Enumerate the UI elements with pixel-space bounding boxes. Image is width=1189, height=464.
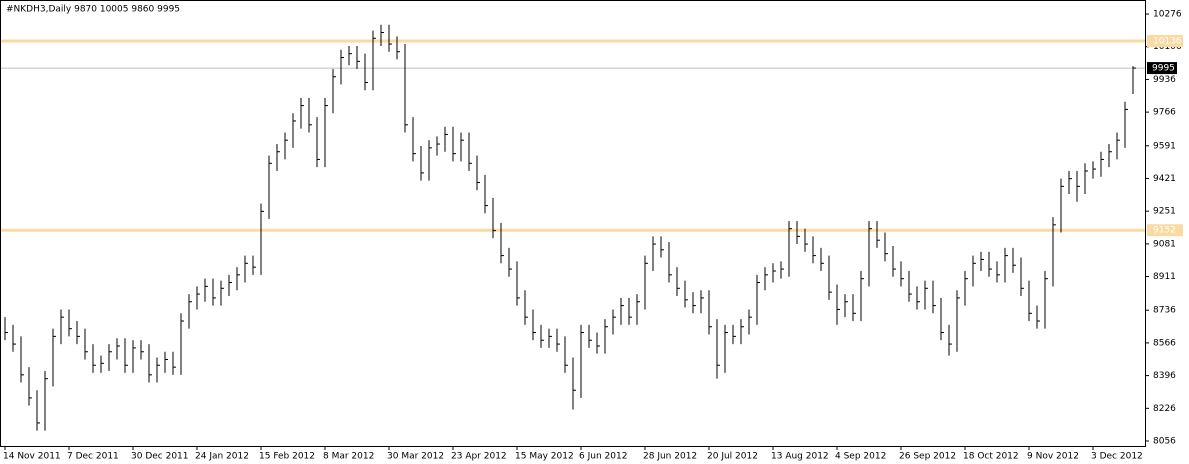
y-tick-label: 9936 bbox=[1153, 75, 1176, 85]
y-tick-label: 10276 bbox=[1153, 10, 1182, 20]
x-tick-label: 7 Dec 2011 bbox=[67, 452, 119, 462]
y-tick-label: 9766 bbox=[1153, 108, 1176, 118]
current-price-label: 9995 bbox=[1152, 64, 1175, 74]
x-tick-label: 30 Mar 2012 bbox=[387, 452, 444, 462]
x-tick-label: 8 Mar 2012 bbox=[323, 452, 374, 462]
plot-frame bbox=[0, 0, 1146, 447]
x-tick-label: 15 May 2012 bbox=[515, 452, 574, 462]
x-tick-label: 14 Nov 2011 bbox=[3, 452, 61, 462]
chart-title: #NKDH3,Daily 9870 10005 9860 9995 bbox=[6, 5, 180, 15]
x-tick-label: 9 Nov 2012 bbox=[1027, 452, 1079, 462]
current-price-box bbox=[1147, 62, 1177, 75]
x-tick-label: 26 Sep 2012 bbox=[899, 452, 956, 462]
y-tick-label: 8226 bbox=[1153, 404, 1176, 414]
y-tick-label: 8736 bbox=[1153, 306, 1176, 316]
x-tick-label: 24 Jan 2012 bbox=[195, 452, 249, 462]
y-tick-label: 8566 bbox=[1153, 338, 1176, 348]
x-tick-label: 4 Sep 2012 bbox=[835, 452, 886, 462]
x-tick-label: 3 Dec 2012 bbox=[1091, 452, 1143, 462]
level-label-box bbox=[1147, 34, 1183, 47]
x-tick-label: 13 Aug 2012 bbox=[771, 452, 829, 462]
x-tick-label: 15 Feb 2012 bbox=[259, 452, 315, 462]
y-tick-label: 9591 bbox=[1153, 141, 1176, 151]
y-tick-label: 8396 bbox=[1153, 371, 1176, 381]
x-tick-label: 30 Dec 2011 bbox=[131, 452, 189, 462]
y-tick-label: 9421 bbox=[1153, 174, 1176, 184]
x-tick-label: 28 Jun 2012 bbox=[643, 452, 697, 462]
y-tick-label: 8911 bbox=[1153, 272, 1176, 282]
level-label: 10136 bbox=[1153, 36, 1182, 46]
y-tick-label: 9081 bbox=[1153, 239, 1176, 249]
x-tick-label: 23 Apr 2012 bbox=[451, 452, 507, 462]
y-tick-label: 8056 bbox=[1153, 436, 1176, 446]
x-tick-label: 20 Jul 2012 bbox=[707, 452, 758, 462]
level-label-box bbox=[1147, 224, 1183, 237]
level-label: 9152 bbox=[1153, 226, 1176, 236]
y-tick-label: 10106 bbox=[1153, 42, 1182, 52]
x-tick-label: 18 Oct 2012 bbox=[963, 452, 1019, 462]
y-tick-label: 9251 bbox=[1153, 207, 1176, 217]
x-tick-label: 6 Jun 2012 bbox=[579, 452, 627, 462]
